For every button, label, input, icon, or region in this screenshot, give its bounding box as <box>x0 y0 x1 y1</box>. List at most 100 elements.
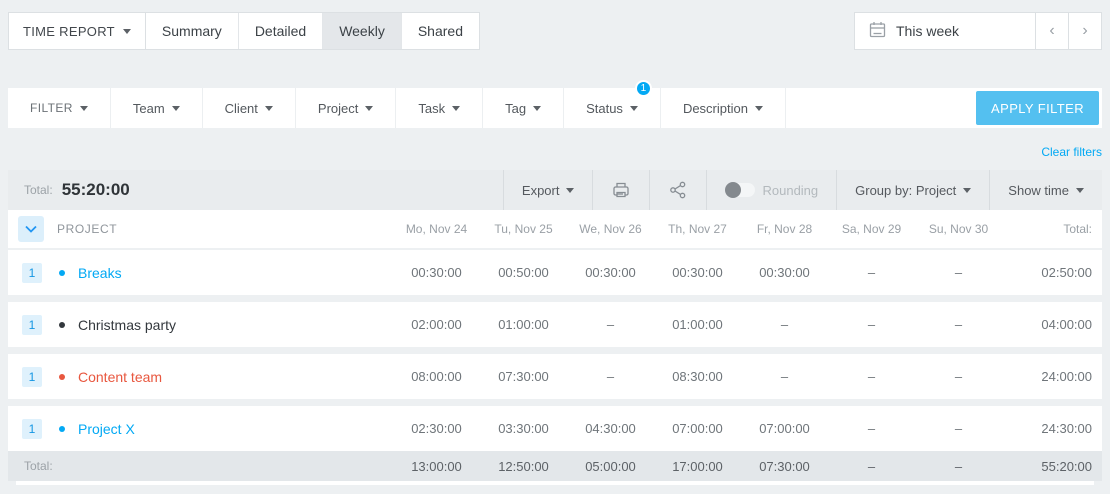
time-cell: – <box>780 369 789 384</box>
filter-count-badge: 1 <box>634 80 652 97</box>
column-header: Sa, Nov 29 <box>841 222 902 236</box>
tab-summary[interactable]: Summary <box>146 13 239 49</box>
row-name-cell: 1 Project X <box>8 418 393 439</box>
date-range-button[interactable]: This week <box>855 13 1035 49</box>
column-header: Tu, Nov 25 <box>494 222 553 236</box>
row-name-cell: 1 Christmas party <box>8 314 393 335</box>
column-header: Su, Nov 30 <box>928 222 989 236</box>
filter-task[interactable]: Task <box>396 88 484 128</box>
time-cell: – <box>954 265 963 280</box>
filter-description[interactable]: Description <box>661 88 786 128</box>
footer-time-cell: – <box>954 458 963 474</box>
report-type-dropdown[interactable]: TIME REPORT <box>9 13 146 49</box>
caret-down-icon <box>79 105 88 111</box>
footer-time-cell: 07:30:00 <box>759 458 810 474</box>
caret-down-icon <box>1076 187 1084 193</box>
caret-down-icon <box>533 105 542 111</box>
chevron-left-icon: ‹ <box>1049 22 1055 39</box>
entry-count-badge: 1 <box>22 314 42 335</box>
filter-status[interactable]: Status 1 <box>564 80 661 128</box>
view-tabs: Summary Detailed Weekly Shared <box>146 13 479 49</box>
clear-filters-link[interactable]: Clear filters <box>1041 145 1102 159</box>
group-by-dropdown[interactable]: Group by: Project <box>836 170 989 210</box>
time-cell: – <box>954 317 963 332</box>
filter-team[interactable]: Team <box>111 88 203 128</box>
next-week-button[interactable]: › <box>1068 13 1101 49</box>
time-cell: 07:30:00 <box>498 369 549 384</box>
print-button[interactable] <box>592 170 649 210</box>
row-name-cell: 1 Breaks <box>8 262 393 283</box>
rounding-control[interactable]: Rounding <box>706 170 836 210</box>
report-controls: Export <box>502 170 1102 210</box>
filter-dropdown[interactable]: FILTER <box>8 88 111 128</box>
table-row: 1 Breaks 00:30:00 00:50:00 00:30:00 00:30:00 0… <box>8 250 1102 295</box>
footer-time-cell: 12:50:00 <box>498 458 549 474</box>
filter-label: FILTER <box>30 101 73 115</box>
grand-total: Total: 55:20:00 <box>8 170 130 210</box>
time-cell: 03:30:00 <box>498 421 549 436</box>
footer-total-label: Total: <box>24 459 53 473</box>
prev-week-button[interactable]: ‹ <box>1035 13 1068 49</box>
time-cell: 08:00:00 <box>411 369 462 384</box>
export-dropdown[interactable]: Export <box>502 170 593 210</box>
table-body: 1 Breaks 00:30:00 00:50:00 00:30:00 00:30:00 0… <box>8 250 1102 451</box>
filter-item-label: Tag <box>505 100 527 116</box>
group-header-cell: PROJECT <box>8 216 393 242</box>
caret-down-icon <box>171 105 180 111</box>
project-name[interactable]: Breaks <box>78 264 122 281</box>
filter-client[interactable]: Client <box>203 88 296 128</box>
tab-shared[interactable]: Shared <box>417 23 463 39</box>
project-name[interactable]: Project X <box>78 420 135 437</box>
table-footer-row: Total: 13:00:00 12:50:00 05:00:00 17:00:00 07… <box>8 451 1102 481</box>
time-cell: 07:00:00 <box>672 421 723 436</box>
project-name[interactable]: Content team <box>78 368 163 385</box>
time-cell: 01:00:00 <box>672 317 723 332</box>
time-cell: 00:30:00 <box>411 265 462 280</box>
time-cell: – <box>867 317 876 332</box>
caret-down-icon <box>264 105 273 111</box>
time-cell: 02:00:00 <box>411 317 462 332</box>
time-cell: 00:30:00 <box>672 265 723 280</box>
footer-time-cell: 13:00:00 <box>411 458 462 474</box>
project-name[interactable]: Christmas party <box>78 316 177 333</box>
time-cell: – <box>867 421 876 436</box>
caret-down-icon <box>365 105 374 111</box>
group-by-label: Group by: Project <box>855 182 957 198</box>
column-header: We, Nov 26 <box>579 222 642 236</box>
filter-project[interactable]: Project <box>296 88 397 128</box>
show-time-dropdown[interactable]: Show time <box>989 170 1102 210</box>
top-bar: TIME REPORT Summary Detailed Weekly Shared … <box>8 12 1102 50</box>
share-button[interactable] <box>649 170 706 210</box>
filter-bar: FILTER Team Client Project Task Tag Status 1 De… <box>8 80 1102 128</box>
calendar-icon <box>869 21 886 41</box>
collapse-all-button[interactable] <box>18 216 44 242</box>
toggle-knob <box>725 182 742 198</box>
row-name-cell: 1 Content team <box>8 366 393 387</box>
project-color-dot <box>59 373 65 380</box>
rounding-toggle[interactable] <box>725 182 756 198</box>
entry-count-badge: 1 <box>22 418 42 439</box>
report-type-strip: TIME REPORT Summary Detailed Weekly Shared <box>8 12 480 50</box>
tab-detailed[interactable]: Detailed <box>239 13 324 49</box>
tab-weekly[interactable]: Weekly <box>323 13 402 49</box>
report-summary-bar: Total: 55:20:00 Export <box>8 170 1102 210</box>
time-cell: 24:00:00 <box>1041 369 1092 384</box>
printer-icon <box>611 180 631 200</box>
share-icon <box>668 180 688 200</box>
time-cell: 04:30:00 <box>585 421 636 436</box>
filter-tag[interactable]: Tag <box>483 88 565 128</box>
time-cell: 00:30:00 <box>585 265 636 280</box>
footer-time-cell: 55:20:00 <box>1041 458 1092 474</box>
project-color-dot <box>59 425 65 432</box>
time-cell: – <box>954 369 963 384</box>
column-header: Th, Nov 27 <box>668 222 727 236</box>
footer-time-cell: – <box>867 458 876 474</box>
date-range-label: This week <box>896 23 960 39</box>
caret-down-icon <box>754 105 763 111</box>
column-header: Fr, Nov 28 <box>756 222 813 236</box>
filter-item-label: Team <box>132 100 165 116</box>
show-time-label: Show time <box>1008 182 1069 198</box>
time-cell: 02:50:00 <box>1041 265 1092 280</box>
filter-item-label: Project <box>317 100 359 116</box>
apply-filter-button[interactable]: APPLY FILTER <box>976 91 1099 125</box>
